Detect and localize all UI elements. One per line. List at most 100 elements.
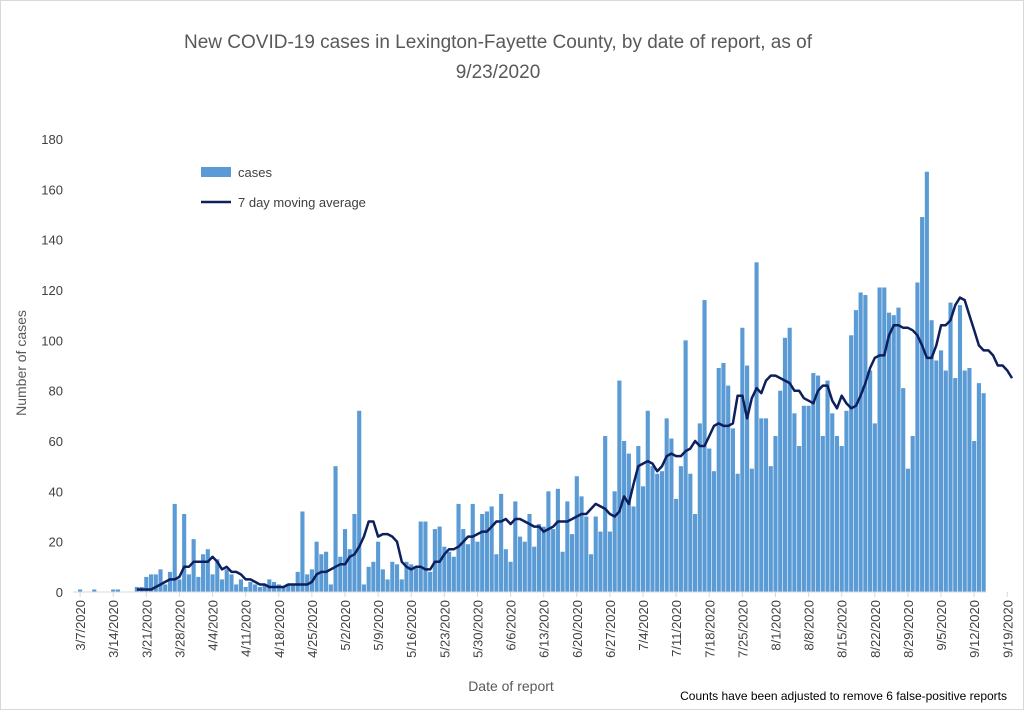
y-tick-label: 0: [56, 585, 63, 600]
x-axis-ticks: 3/7/2020 3/14/2020 3/21/2020 3/28/2020 4/4/2…: [73, 592, 1015, 658]
bar-cases: [508, 561, 513, 592]
bar-cases: [607, 531, 612, 592]
bar-cases: [536, 524, 542, 592]
x-tick-label: 4/4/2020: [206, 600, 221, 651]
bar-cases: [924, 171, 929, 592]
x-tick-label: 7/18/2020: [702, 600, 717, 658]
x-tick-label: 8/15/2020: [835, 600, 850, 658]
bar-cases: [863, 295, 868, 592]
bar-cases: [868, 370, 873, 592]
bar-cases: [636, 446, 641, 592]
bar-cases: [655, 473, 660, 592]
bar-cases: [745, 365, 750, 592]
bar-cases: [787, 327, 792, 592]
bar-cases: [981, 393, 986, 592]
bar-cases: [555, 488, 560, 592]
bar-cases: [735, 473, 740, 592]
bar-cases: [399, 579, 404, 592]
bar-cases: [115, 589, 121, 592]
bar-cases: [768, 466, 773, 592]
bar-cases: [541, 526, 546, 592]
bar-series-cases: [78, 171, 986, 592]
bar-cases: [726, 385, 731, 592]
y-tick-label: 180: [41, 132, 63, 147]
bar-cases: [257, 586, 262, 592]
bar-cases: [891, 315, 896, 592]
y-tick-label: 160: [41, 182, 63, 197]
bar-cases: [778, 390, 783, 592]
bar-cases: [366, 566, 371, 592]
bar-cases: [300, 511, 305, 592]
bar-cases: [574, 476, 579, 592]
bar-cases: [901, 388, 906, 592]
bar-cases: [499, 493, 504, 592]
bar-cases: [234, 584, 239, 592]
bar-cases: [196, 576, 201, 592]
x-tick-label: 5/30/2020: [471, 600, 486, 658]
x-tick-label: 4/25/2020: [305, 600, 320, 658]
x-tick-label: 3/21/2020: [139, 600, 154, 658]
bar-cases: [664, 418, 669, 592]
x-tick-label: 5/2/2020: [338, 600, 353, 651]
bar-cases: [716, 368, 721, 592]
bar-cases: [390, 561, 395, 592]
bar-cases: [238, 579, 244, 592]
bar-cases: [640, 486, 646, 592]
bar-cases: [957, 305, 963, 592]
bar-cases: [678, 466, 683, 592]
bar-cases: [915, 282, 920, 592]
bar-cases: [953, 378, 958, 592]
bar-cases: [163, 584, 168, 592]
bar-cases: [527, 513, 532, 592]
x-tick-label: 9/12/2020: [967, 600, 982, 658]
bar-cases: [896, 307, 901, 592]
bar-cases: [201, 554, 206, 592]
bar-cases: [570, 534, 575, 592]
bar-cases: [943, 370, 948, 592]
bar-cases: [229, 574, 234, 592]
bar-cases: [711, 471, 717, 592]
bar-cases: [603, 435, 608, 592]
bar-cases: [532, 546, 537, 592]
y-axis-title: Number of cases: [13, 310, 29, 416]
bar-cases: [688, 473, 693, 592]
bar-cases: [853, 310, 858, 592]
x-axis-title: Date of report: [468, 678, 554, 694]
bar-cases: [380, 569, 385, 592]
bar-cases: [253, 584, 258, 592]
bar-cases: [248, 581, 253, 592]
bar-cases: [849, 335, 854, 592]
bar-cases: [584, 516, 589, 592]
x-tick-label: 7/25/2020: [735, 600, 750, 658]
bar-cases: [144, 576, 149, 592]
x-tick-label: 8/1/2020: [769, 600, 784, 651]
bar-cases: [617, 380, 622, 592]
bar-cases: [513, 501, 518, 592]
bar-cases: [967, 368, 972, 592]
x-tick-label: 7/4/2020: [636, 600, 651, 651]
bar-cases: [976, 383, 981, 592]
bar-cases: [938, 350, 944, 592]
bar-cases: [697, 423, 702, 592]
bar-cases: [409, 564, 414, 592]
bar-cases: [465, 544, 471, 592]
bar-cases: [730, 428, 735, 592]
bar-cases: [522, 541, 527, 592]
bar-cases: [759, 418, 764, 592]
bar-cases: [428, 571, 433, 592]
bar-cases: [442, 546, 447, 592]
bar-cases: [418, 521, 423, 592]
bar-cases: [182, 513, 187, 592]
bar-cases: [669, 438, 674, 592]
bar-cases: [328, 584, 333, 592]
bar-cases: [404, 561, 409, 592]
bar-cases: [153, 574, 158, 592]
bar-cases: [631, 506, 636, 592]
bar-cases: [811, 373, 816, 592]
bar-cases: [394, 564, 400, 592]
line-series-moving-average: [136, 296, 1014, 591]
bar-cases: [111, 589, 116, 592]
bar-cases: [707, 448, 712, 592]
bar-cases: [872, 423, 877, 592]
bar-cases: [820, 435, 825, 592]
